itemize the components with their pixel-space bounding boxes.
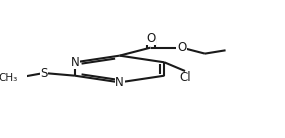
Text: O: O	[177, 41, 186, 54]
Text: Cl: Cl	[179, 71, 191, 84]
Text: CH₃: CH₃	[0, 73, 18, 83]
Text: S: S	[40, 67, 48, 79]
Text: N: N	[115, 76, 124, 89]
Text: N: N	[70, 56, 79, 69]
Text: O: O	[146, 32, 155, 45]
